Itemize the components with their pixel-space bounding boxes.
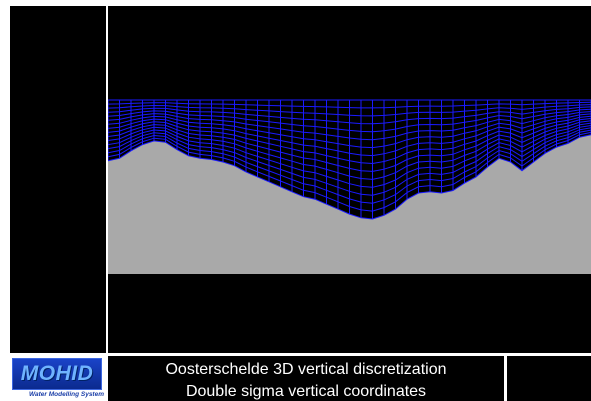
caption-panel: Oosterschelde 3D vertical discretization… <box>108 356 504 401</box>
section-canvas <box>108 99 591 274</box>
logo-text: MOHID <box>20 362 94 385</box>
corner-panel <box>507 356 591 401</box>
vertical-section-view <box>108 6 591 353</box>
caption-title: Oosterschelde 3D vertical discretization <box>165 361 447 378</box>
mohid-logo: MOHID <box>12 358 102 390</box>
bathymetry-area <box>108 134 591 274</box>
side-panel <box>10 6 106 353</box>
caption-subtitle: Double sigma vertical coordinates <box>185 383 427 400</box>
logo-tagline: Water Modelling System <box>28 391 104 398</box>
logo-panel: MOHID Water Modelling System <box>10 356 106 401</box>
